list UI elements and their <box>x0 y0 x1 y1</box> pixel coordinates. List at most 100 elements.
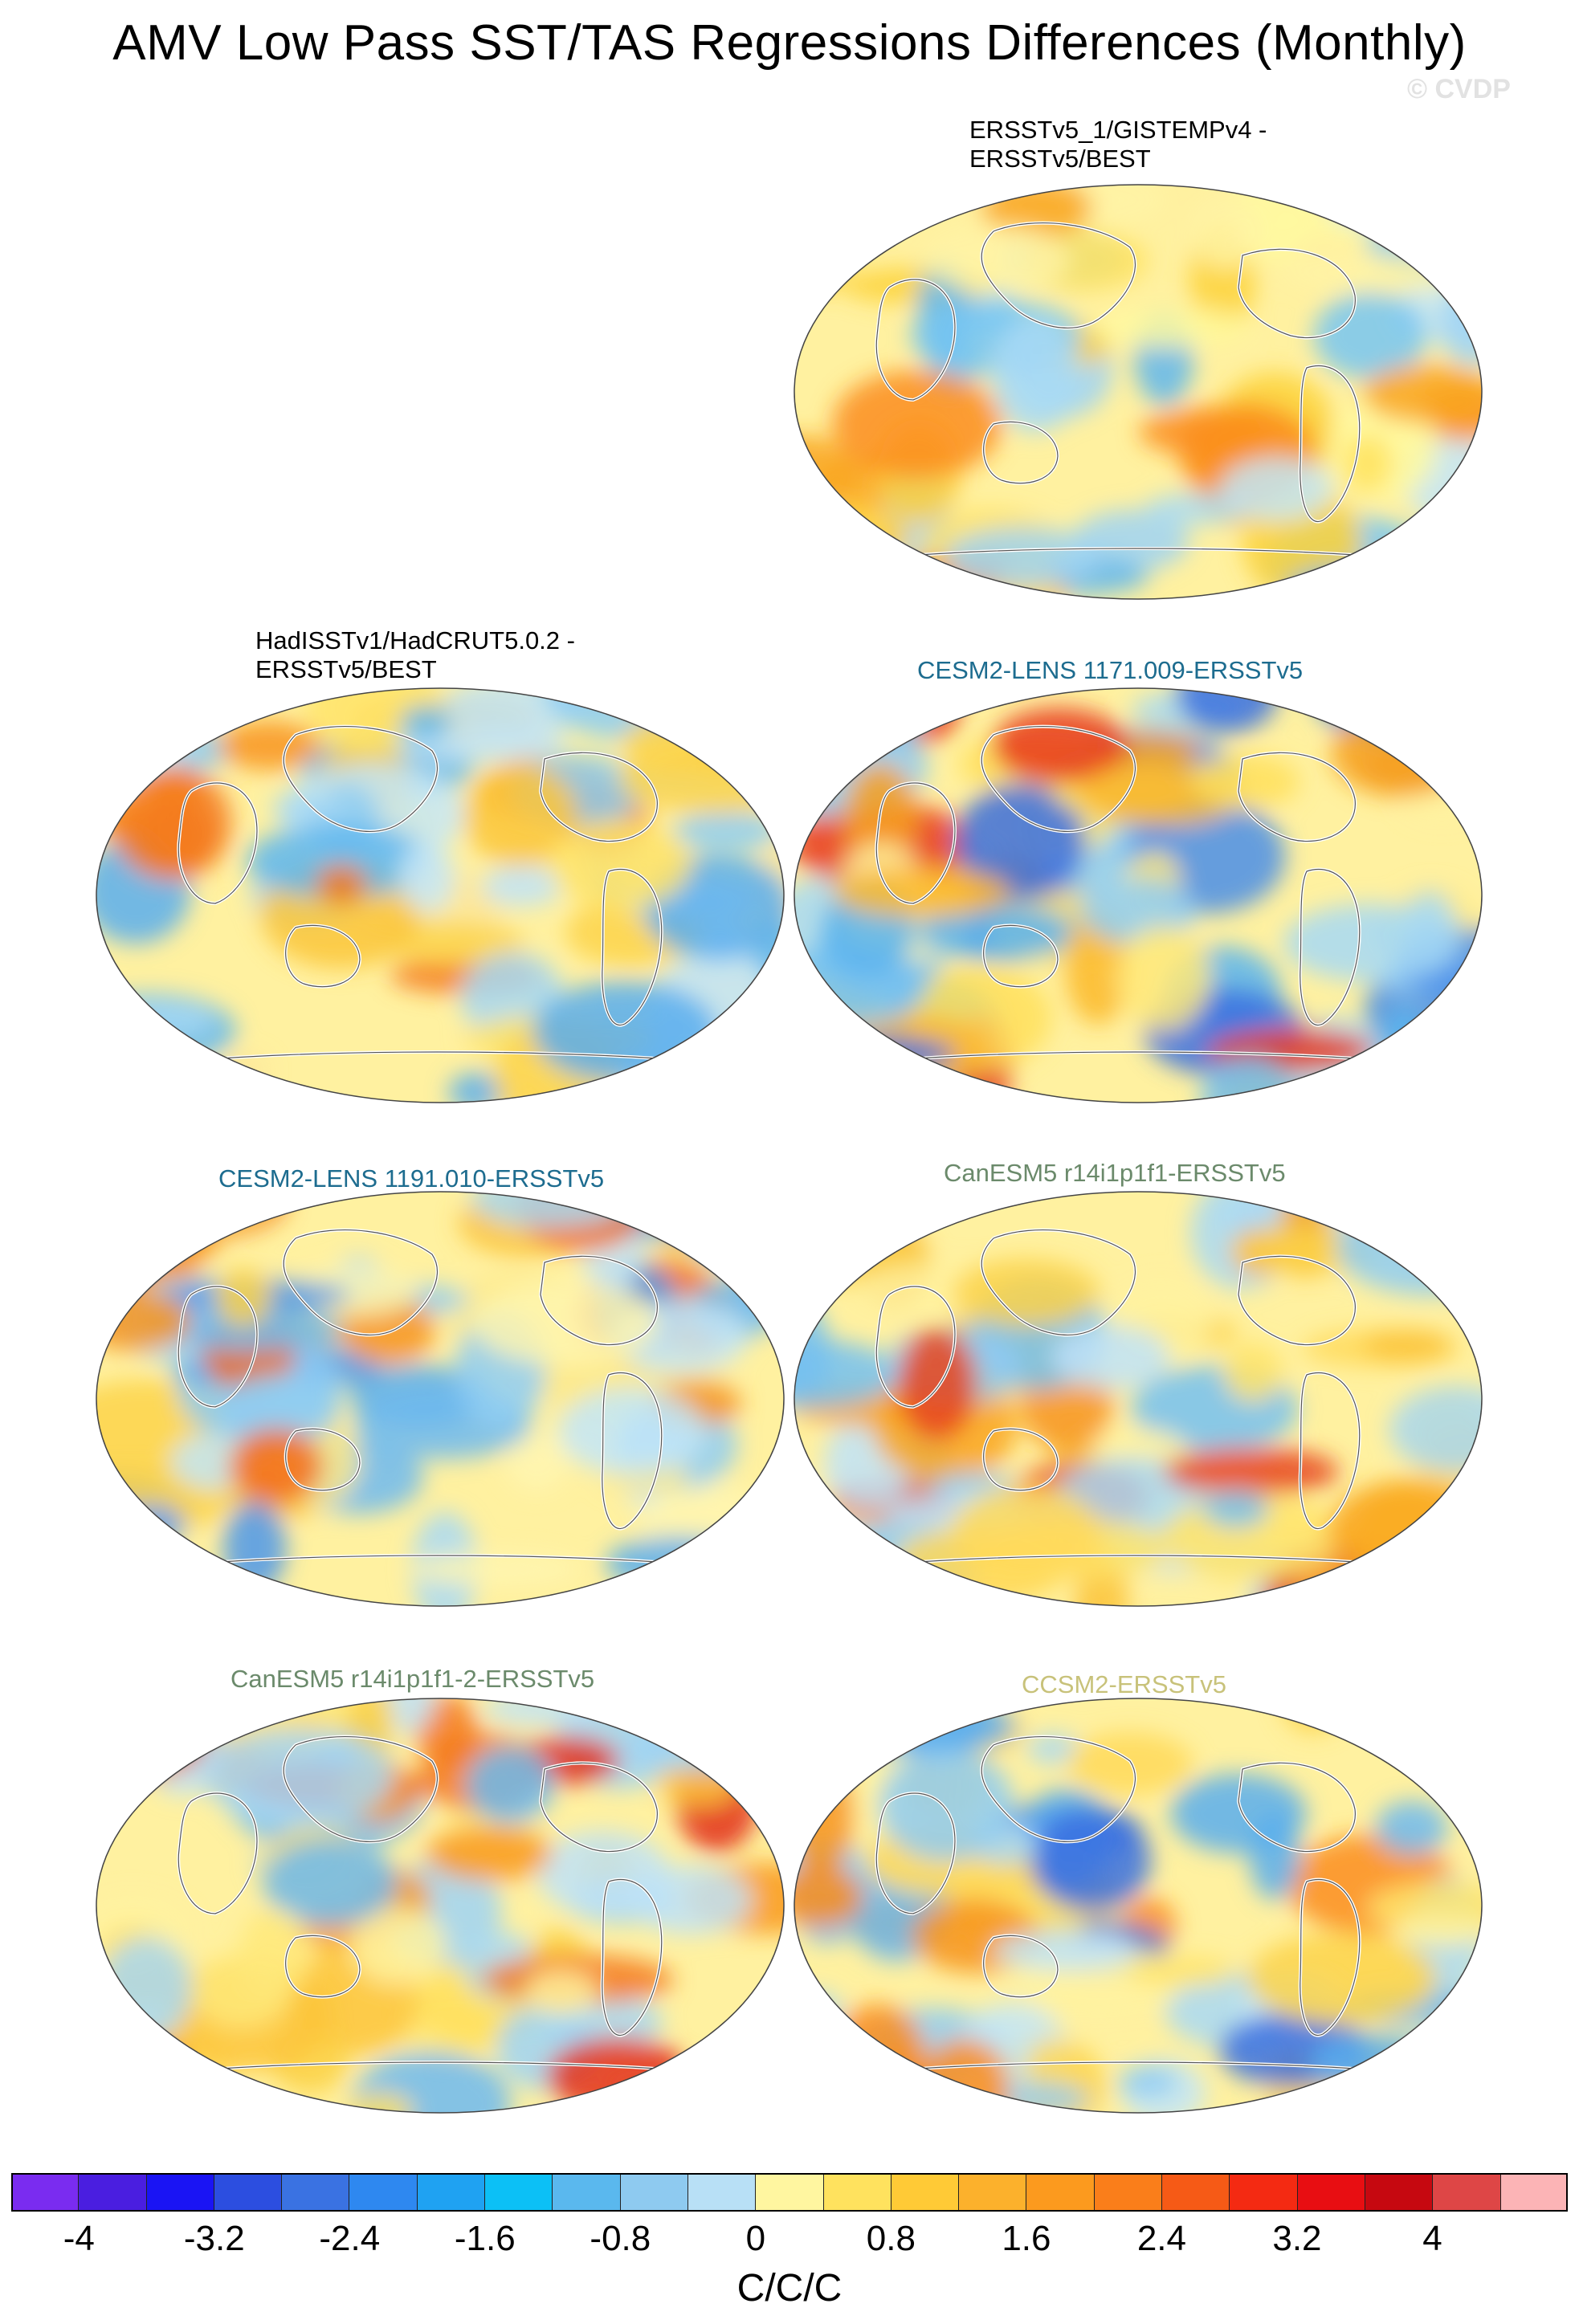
anomaly-blob <box>794 497 851 599</box>
anomaly-blob <box>272 791 345 825</box>
anomaly-blob <box>398 842 455 912</box>
coastline-outline <box>983 924 1059 988</box>
anomaly-blob <box>827 2004 927 2113</box>
anomaly-blob <box>383 922 525 964</box>
anomaly-blob <box>1308 2034 1430 2092</box>
anomaly-blob <box>1284 208 1397 238</box>
anomaly-blob <box>1343 434 1393 492</box>
anomaly-blob <box>1330 185 1430 228</box>
anomaly-blob <box>400 705 451 740</box>
anomaly-blob <box>1249 1812 1300 1900</box>
global-map-1 <box>793 183 1483 601</box>
anomaly-blob <box>832 370 1002 479</box>
anomaly-blob <box>229 1428 323 1504</box>
coastline-outline <box>283 1735 439 1842</box>
anomaly-blob <box>1116 925 1210 1030</box>
anomaly-blob <box>951 1258 1100 1327</box>
anomaly-blob <box>944 527 1101 588</box>
map-border <box>96 687 785 1103</box>
coastline-outline <box>981 222 1136 328</box>
anomaly-blob <box>1117 2066 1178 2098</box>
coastline-outline <box>1300 1372 1361 1530</box>
coastline-outline <box>283 1229 439 1335</box>
coastline-outline <box>1238 248 1356 339</box>
coastline-outline <box>285 1428 361 1491</box>
colorbar-tick-label: -0.8 <box>590 2219 651 2258</box>
anomaly-blob <box>832 867 1011 918</box>
colorbar-segment <box>755 2173 823 2212</box>
panel-title-4: CESM2-LENS 1191.010-ERSSTv5 <box>218 1164 604 1193</box>
anomaly-blob <box>1072 509 1190 572</box>
anomaly-blob <box>794 1028 867 1103</box>
anomaly-blob <box>1144 492 1250 524</box>
colorbar-segment <box>145 2173 214 2212</box>
map-border <box>96 1191 785 1607</box>
panel-title-7-line-1: CCSM2-ERSSTv5 <box>1022 1670 1226 1698</box>
anomaly-blob <box>1401 1550 1482 1606</box>
colorbar-segment <box>822 2173 891 2212</box>
anomaly-blob <box>352 2051 512 2113</box>
global-map-7 <box>793 1697 1483 2114</box>
map-border <box>794 1191 1483 1607</box>
panel-title-2: HadISSTv1/HadCRUT5.0.2 - ERSSTv5/BEST <box>255 626 575 684</box>
colorbar-segment <box>1296 2173 1365 2212</box>
anomaly-blob <box>97 1000 215 1040</box>
anomaly-blob <box>524 1969 598 2016</box>
coastline-outline <box>875 1286 956 1408</box>
anomaly-blob <box>1164 1447 1340 1495</box>
panel-title-2-line-2: ERSSTv5/BEST <box>255 655 437 683</box>
anomaly-blob <box>831 1698 1017 1755</box>
anomaly-blob <box>629 1865 753 1935</box>
anomaly-blob <box>549 819 692 910</box>
panel-title-1: ERSSTv5_1/GISTEMPv4 - ERSSTv5/BEST <box>969 116 1267 173</box>
coastline-outline <box>177 1286 258 1408</box>
colorbar-tick-label: 3.2 <box>1272 2219 1322 2258</box>
colorbar-tick-label: -2.4 <box>319 2219 381 2258</box>
anomaly-blob <box>532 981 718 1082</box>
coastline-outline <box>981 1735 1136 1842</box>
anomaly-blob <box>949 1485 1102 1586</box>
global-map-2 <box>95 687 785 1104</box>
anomaly-blob <box>991 317 1080 433</box>
colorbar-segment <box>416 2173 485 2212</box>
anomaly-blob <box>1392 1914 1482 1947</box>
anomaly-blob <box>1377 535 1436 599</box>
anomaly-blob <box>1283 903 1460 982</box>
anomaly-blob <box>426 1826 553 1882</box>
anomaly-blob <box>1389 1385 1482 1473</box>
panel-title-4-line-1: CESM2-LENS 1191.010-ERSSTv5 <box>218 1164 605 1193</box>
coastline-outline <box>540 1255 658 1346</box>
map-border <box>96 1698 785 2114</box>
anomaly-blob <box>897 1327 977 1441</box>
anomaly-blob <box>1026 1734 1080 1764</box>
coastline-outline <box>983 1428 1059 1491</box>
global-map-6 <box>95 1697 785 2114</box>
colorbar-segment <box>1093 2173 1162 2212</box>
anomaly-blob <box>1051 1325 1170 1389</box>
anomaly-blob <box>796 1568 973 1606</box>
coastline-outline <box>602 1372 663 1530</box>
anomaly-blob <box>263 1838 398 1926</box>
coastline-outline <box>540 1762 658 1853</box>
coastline-outline <box>983 421 1059 484</box>
anomaly-blob <box>112 766 232 880</box>
colorbar-tick-label: 2.4 <box>1136 2219 1186 2258</box>
global-map-4 <box>95 1190 785 1608</box>
colorbar-tick-label: 4 <box>1422 2219 1442 2258</box>
colorbar-segment <box>687 2173 756 2212</box>
coastline-outline <box>177 782 258 904</box>
colorbar-segment <box>619 2173 687 2212</box>
anomaly-blob <box>794 206 848 295</box>
coastline-outline <box>540 752 658 842</box>
anomaly-blob <box>1202 1490 1269 1528</box>
anomaly-blob <box>798 2054 873 2113</box>
coastline-outline <box>875 782 956 904</box>
anomaly-blob <box>1362 364 1482 424</box>
anomaly-blob <box>1331 709 1472 797</box>
anomaly-blob <box>1362 1329 1452 1363</box>
anomaly-blob <box>129 1071 186 1103</box>
anomaly-blob <box>1190 754 1300 809</box>
anomaly-blob <box>1313 292 1427 380</box>
anomaly-blob <box>794 524 874 599</box>
anomaly-blob <box>1091 307 1253 348</box>
